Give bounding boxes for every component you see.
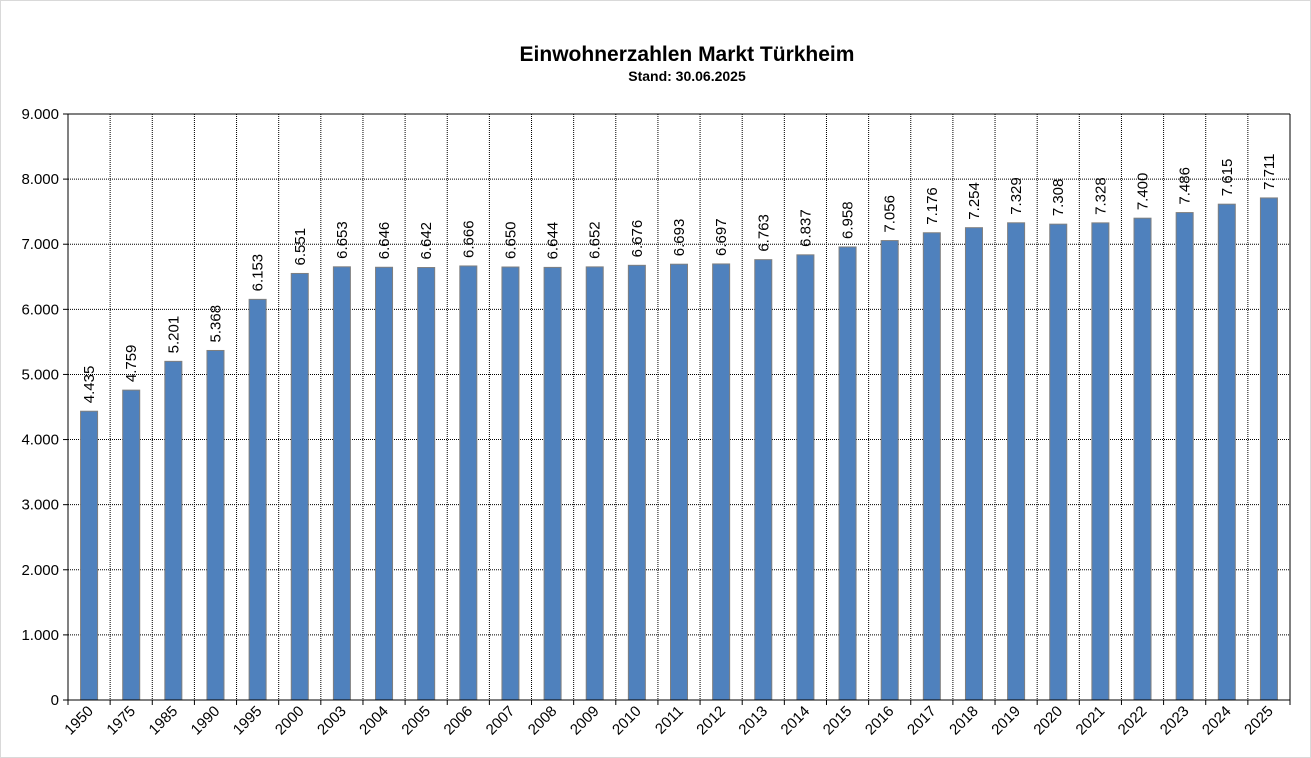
y-tick-label: 7.000	[21, 236, 59, 253]
data-label: 4.759	[123, 345, 140, 383]
bar	[922, 232, 941, 701]
bar	[1217, 203, 1236, 701]
data-label: 6.693	[671, 219, 688, 257]
data-label: 6.650	[502, 221, 519, 259]
data-label: 5.368	[207, 305, 224, 343]
bar	[585, 266, 604, 701]
y-tick-label: 5.000	[21, 366, 59, 383]
data-label: 6.763	[755, 214, 772, 252]
chart-title: Einwohnerzahlen Markt Türkheim	[520, 43, 855, 66]
bar	[290, 272, 309, 701]
bar	[80, 410, 99, 701]
data-label: 7.328	[1092, 177, 1109, 215]
y-tick-label: 6.000	[21, 301, 59, 318]
data-label: 7.486	[1177, 167, 1194, 205]
bar	[206, 349, 225, 701]
data-label: 6.551	[292, 228, 309, 266]
data-label: 7.056	[882, 195, 899, 233]
y-tick-label: 0	[51, 692, 59, 709]
y-tick-label: 2.000	[21, 562, 59, 579]
data-label: 7.308	[1050, 179, 1067, 217]
data-label: 6.153	[250, 254, 267, 292]
bar	[712, 263, 731, 701]
bar	[1259, 197, 1278, 701]
data-label: 7.176	[924, 187, 941, 225]
bar	[417, 267, 436, 701]
bar	[1049, 223, 1068, 701]
y-tick-label: 8.000	[21, 171, 59, 188]
data-label: 6.837	[797, 209, 814, 247]
bar	[1133, 217, 1152, 701]
bar	[880, 240, 899, 701]
data-label: 7.254	[966, 182, 983, 220]
bar	[1091, 222, 1110, 701]
data-label: 6.697	[713, 218, 730, 256]
bar	[543, 266, 562, 701]
bar	[122, 389, 141, 701]
bar	[670, 263, 688, 701]
bar	[964, 227, 983, 701]
data-label: 7.615	[1219, 159, 1236, 197]
bar	[459, 265, 478, 701]
y-tick-label: 1.000	[21, 627, 59, 644]
y-tick-label: 3.000	[21, 497, 59, 514]
y-tick-label: 9.000	[21, 106, 59, 123]
bar	[754, 259, 773, 701]
chart-subtitle: Stand: 30.06.2025	[628, 68, 746, 84]
y-tick-label: 4.000	[21, 432, 59, 449]
data-label: 6.666	[460, 220, 477, 258]
bar	[1007, 222, 1026, 701]
bar	[248, 298, 267, 701]
bar	[627, 264, 646, 701]
data-label: 4.435	[81, 366, 98, 404]
bar	[332, 266, 351, 701]
bar	[375, 266, 394, 701]
data-label: 7.711	[1261, 153, 1278, 189]
bar	[838, 246, 857, 701]
bar	[164, 360, 183, 701]
data-label: 6.958	[840, 201, 857, 239]
data-label: 6.644	[545, 222, 562, 260]
data-label: 6.653	[334, 221, 351, 259]
data-label: 6.642	[418, 222, 435, 260]
bar	[796, 254, 815, 701]
data-label: 5.201	[165, 316, 182, 354]
data-label: 6.646	[376, 222, 393, 260]
bar	[1175, 212, 1194, 701]
data-label: 7.329	[1008, 177, 1025, 215]
data-label: 6.676	[629, 220, 646, 258]
bar	[501, 266, 520, 701]
data-label: 6.652	[587, 221, 604, 259]
data-label: 7.400	[1135, 173, 1152, 211]
